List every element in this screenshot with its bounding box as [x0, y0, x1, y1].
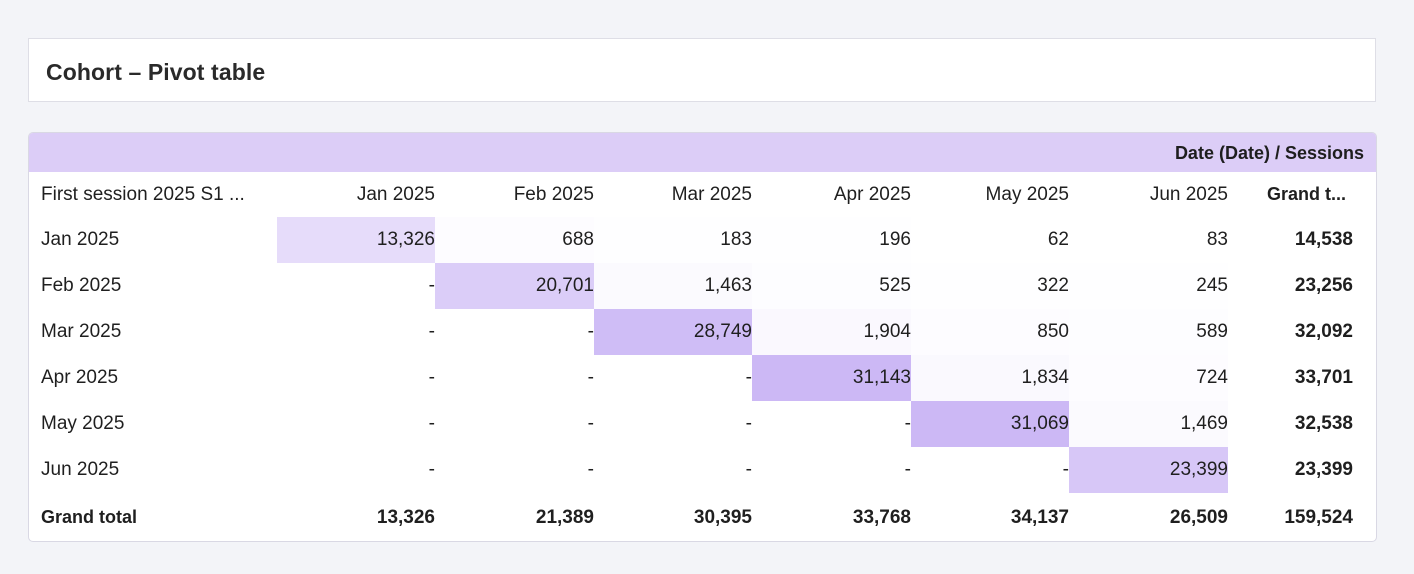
page-title: Cohort – Pivot table — [46, 59, 266, 85]
grand-total-row: Grand total 13,326 21,389 30,395 33,768 … — [29, 493, 1376, 541]
grand-total-label: Grand total — [41, 507, 138, 527]
column-total-cell: 26,509 — [1169, 506, 1228, 528]
column-header[interactable]: Apr 2025 — [833, 183, 911, 205]
data-cell: - — [587, 459, 594, 480]
data-cell: - — [904, 413, 911, 434]
table-row: Apr 2025 - - - 31,143 1,834 724 33,701 — [29, 355, 1376, 401]
data-cell: - — [428, 459, 435, 480]
data-cell: 183 — [594, 217, 752, 263]
data-cell: 13,326 — [277, 217, 435, 263]
grand-total-cell: 159,524 — [1284, 506, 1353, 528]
column-total-cell: 33,768 — [852, 506, 911, 528]
column-header-row: First session 2025 S1 ... Jan 2025 Feb 2… — [29, 172, 1376, 217]
row-dimension-header[interactable]: First session 2025 S1 ... — [41, 183, 245, 205]
data-cell: 525 — [752, 263, 911, 309]
data-cell: 589 — [1069, 309, 1228, 355]
data-cell: - — [587, 367, 594, 388]
data-cell: 23,399 — [1069, 447, 1228, 493]
column-dimension-header: Date (Date) / Sessions — [29, 133, 1376, 172]
row-label: Jun 2025 — [41, 459, 120, 480]
data-cell: - — [745, 367, 752, 388]
data-cell: 62 — [911, 217, 1069, 263]
data-cell: 28,749 — [594, 309, 752, 355]
column-header[interactable]: May 2025 — [985, 183, 1069, 205]
table-row: Feb 2025 - 20,701 1,463 525 322 245 23,2… — [29, 263, 1376, 309]
column-total-cell: 21,389 — [535, 506, 594, 528]
row-total-cell: 23,256 — [1294, 275, 1353, 296]
data-cell: - — [745, 413, 752, 434]
data-cell: 83 — [1069, 217, 1228, 263]
row-label: May 2025 — [41, 413, 125, 434]
row-total-cell: 32,538 — [1294, 413, 1353, 434]
row-label: Apr 2025 — [41, 367, 119, 388]
data-cell: 196 — [752, 217, 911, 263]
data-cell: 850 — [911, 309, 1069, 355]
row-total-cell: 32,092 — [1294, 321, 1353, 342]
data-cell: 724 — [1069, 355, 1228, 401]
column-header[interactable]: Jun 2025 — [1149, 183, 1228, 205]
data-cell: 245 — [1069, 263, 1228, 309]
data-cell: - — [587, 321, 594, 342]
data-cell: 31,143 — [752, 355, 911, 401]
data-cell: 1,834 — [911, 355, 1069, 401]
grand-total-header[interactable]: Grand t... — [1266, 184, 1346, 204]
data-cell: 1,469 — [1069, 401, 1228, 447]
table-row: May 2025 - - - - 31,069 1,469 32,538 — [29, 401, 1376, 447]
data-cell: - — [745, 459, 752, 480]
column-dimension-label: Date (Date) / Sessions — [1174, 143, 1364, 163]
data-cell: - — [1062, 459, 1069, 480]
table-row: Jun 2025 - - - - - 23,399 23,399 — [29, 447, 1376, 493]
row-total-cell: 14,538 — [1294, 229, 1353, 250]
pivot-table: First session 2025 S1 ... Jan 2025 Feb 2… — [29, 172, 1376, 541]
data-cell: - — [428, 367, 435, 388]
column-total-cell: 30,395 — [693, 506, 752, 528]
data-cell: 322 — [911, 263, 1069, 309]
row-label: Mar 2025 — [41, 321, 122, 342]
row-label: Jan 2025 — [41, 229, 120, 250]
data-cell: 20,701 — [435, 263, 594, 309]
title-card: Cohort – Pivot table — [28, 38, 1376, 102]
data-cell: - — [428, 413, 435, 434]
column-total-cell: 13,326 — [376, 506, 435, 528]
column-header[interactable]: Mar 2025 — [671, 183, 752, 205]
data-cell: 1,463 — [594, 263, 752, 309]
data-cell: 688 — [435, 217, 594, 263]
column-header[interactable]: Jan 2025 — [356, 183, 435, 205]
column-header[interactable]: Feb 2025 — [513, 183, 594, 205]
data-cell: 31,069 — [911, 401, 1069, 447]
pivot-table-card[interactable]: Date (Date) / Sessions First session 202… — [28, 132, 1377, 542]
data-cell: 1,904 — [752, 309, 911, 355]
column-total-cell: 34,137 — [1010, 506, 1069, 528]
data-cell: - — [428, 275, 435, 296]
data-cell: - — [428, 321, 435, 342]
data-cell: - — [904, 459, 911, 480]
data-cell: - — [587, 413, 594, 434]
table-row: Mar 2025 - - 28,749 1,904 850 589 32,092 — [29, 309, 1376, 355]
table-row: Jan 2025 13,326 688 183 196 62 83 14,538 — [29, 217, 1376, 263]
row-label: Feb 2025 — [41, 275, 122, 296]
row-total-cell: 33,701 — [1294, 367, 1353, 388]
row-total-cell: 23,399 — [1294, 459, 1353, 480]
